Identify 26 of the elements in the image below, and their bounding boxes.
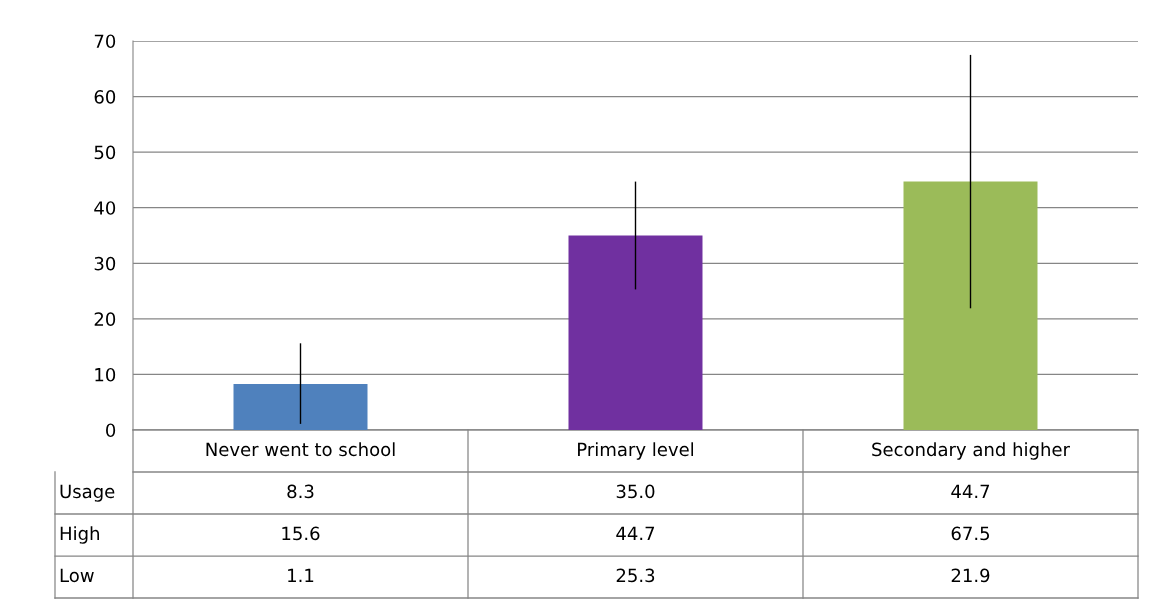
x-tick-label: Primary level [578,442,694,460]
text: 1.1 [288,568,314,582]
data-label: 44.7 [951,484,990,498]
y-tick-label: 20 [94,312,116,326]
text: Usage [60,484,115,502]
text: 15.6 [282,526,320,541]
x-tick-label: Secondary and higher [872,442,1070,460]
bar [903,181,1038,430]
x-tick-label: Never went to school [206,442,395,457]
y-tick-label: 10 [95,367,116,382]
y-tick-label: 40 [94,201,116,215]
bar [568,235,703,430]
text: 67.5 [951,526,990,541]
y-tick-label: 70 [94,34,116,49]
y-tick-label: 30 [94,256,116,271]
text: Low [60,568,94,583]
data-label: 35.0 [616,484,655,499]
text: High [60,526,99,544]
text: 44.7 [616,526,655,540]
text: 25.3 [616,568,655,583]
y-tick-label: 0 [106,423,116,438]
text: 21.9 [951,568,990,583]
bar [233,383,368,430]
y-tick-label: 60 [94,90,116,104]
data-label: 8.3 [287,484,314,499]
y-tick-label: 50 [94,145,116,160]
